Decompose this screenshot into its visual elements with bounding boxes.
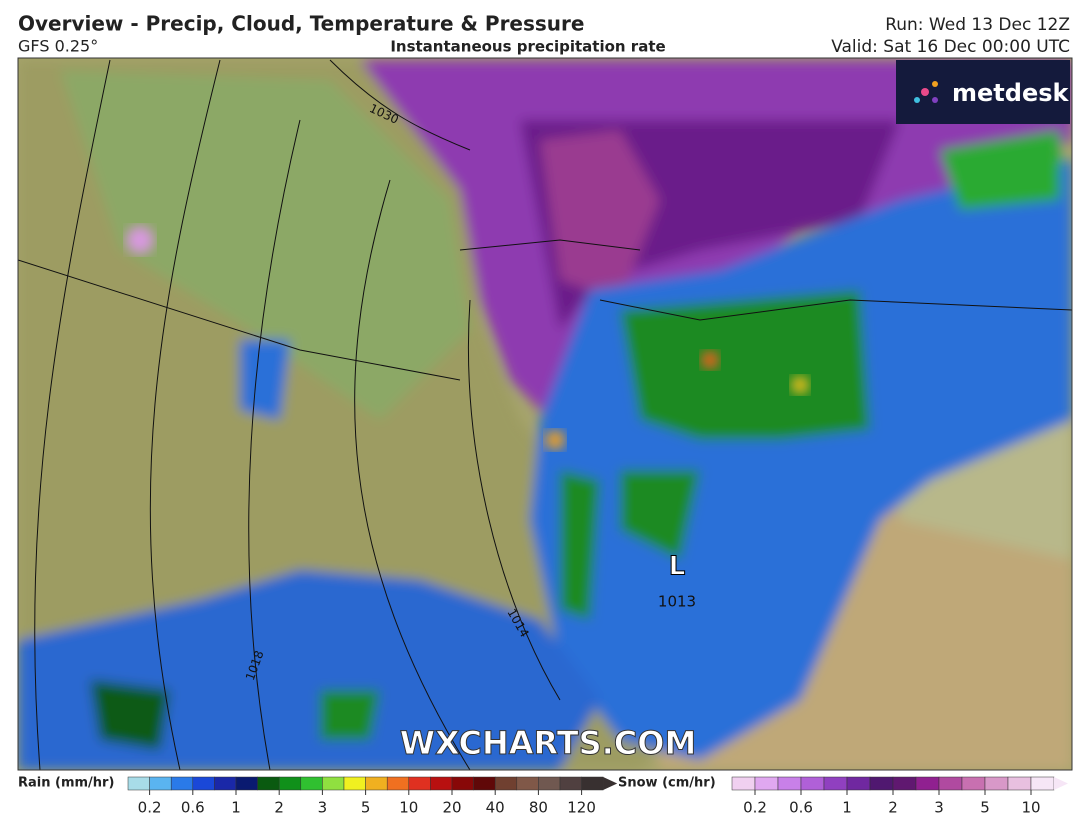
snow-tick-label: 3 <box>934 799 944 817</box>
rain-tick-label: 40 <box>486 799 505 817</box>
run-time: Run: Wed 13 Dec 12Z <box>885 15 1070 35</box>
snow-swatch <box>800 776 825 791</box>
rain-swatch <box>473 776 496 791</box>
rain-swatch <box>581 776 604 791</box>
watermark: WXCHARTS.COM <box>400 724 697 762</box>
rain-tick-label: 2 <box>274 799 284 817</box>
rain-swatch <box>257 776 280 791</box>
title: Overview - Precip, Cloud, Temperature & … <box>18 12 584 36</box>
rain-tick-label: 1 <box>231 799 241 817</box>
rain-tick-label: 3 <box>318 799 328 817</box>
rain-tick-label: 120 <box>567 799 596 817</box>
snow-tick-label: 2 <box>888 799 898 817</box>
snow-tick-label: 5 <box>980 799 990 817</box>
rain-swatch <box>127 776 150 791</box>
snow-swatch <box>984 776 1009 791</box>
snow-tick-label: 1 <box>842 799 852 817</box>
rain-swatch <box>538 776 561 791</box>
rain-swatch <box>494 776 518 791</box>
map: 1030 1014 1018 L 1013 metdesk WXCHARTS.C… <box>17 57 1073 771</box>
snow-swatch <box>961 776 986 791</box>
rain-legend-title: Rain (mm/hr) <box>18 776 114 791</box>
logo-mark <box>914 81 938 103</box>
rain-swatch <box>386 776 410 791</box>
snow-swatch <box>938 776 963 791</box>
rain-swatch <box>430 776 453 791</box>
product: Instantaneous precipitation rate <box>390 38 665 56</box>
rain-swatch <box>343 776 366 791</box>
rain-swatch <box>322 776 345 791</box>
snow-swatch <box>754 776 779 791</box>
logo-text: metdesk <box>952 79 1070 107</box>
rain-tick-label: 80 <box>529 799 548 817</box>
rain-tick-label: 0.2 <box>138 799 162 817</box>
rain-tick-label: 20 <box>442 799 461 817</box>
rain-arrow <box>603 777 618 790</box>
rain-swatch <box>300 776 323 791</box>
snow-swatch <box>892 776 917 791</box>
snow-tick-label: 0.6 <box>789 799 813 817</box>
rain-tick-label: 10 <box>399 799 418 817</box>
low-pressure: 1013 <box>658 593 696 611</box>
rain-swatch <box>235 776 258 791</box>
rain-swatch <box>559 776 582 791</box>
rain-swatch <box>516 776 539 791</box>
rain-swatch <box>170 776 194 791</box>
legends: 0.2 0.6 1 2 3 5 10 20 40 80 120 0.2 0.6 1 2 3 5 10 <box>127 776 1068 817</box>
rain-swatch <box>365 776 388 791</box>
rain-swatch <box>192 776 215 791</box>
rain-tick-label: 0.6 <box>181 799 205 817</box>
snow-swatch <box>731 776 756 791</box>
snow-legend-title: Snow (cm/hr) <box>618 776 716 791</box>
rain-swatch <box>214 776 237 791</box>
rain-tick-label: 5 <box>361 799 371 817</box>
snow-arrow <box>1054 777 1068 790</box>
rain-swatch <box>451 776 474 791</box>
snow-swatch <box>846 776 871 791</box>
valid-time: Valid: Sat 16 Dec 00:00 UTC <box>831 37 1070 57</box>
low-symbol: L <box>669 552 686 582</box>
snow-swatch <box>823 776 848 791</box>
snow-tick-label: 0.2 <box>743 799 767 817</box>
rain-swatch <box>149 776 172 791</box>
rain-swatch <box>278 776 302 791</box>
model: GFS 0.25° <box>18 37 98 56</box>
snow-swatch <box>915 776 940 791</box>
snow-swatch <box>1030 776 1055 791</box>
snow-tick-label: 10 <box>1021 799 1040 817</box>
snow-swatch <box>777 776 802 791</box>
snow-swatch <box>869 776 894 791</box>
rain-swatch <box>408 776 431 791</box>
snow-swatch <box>1007 776 1032 791</box>
